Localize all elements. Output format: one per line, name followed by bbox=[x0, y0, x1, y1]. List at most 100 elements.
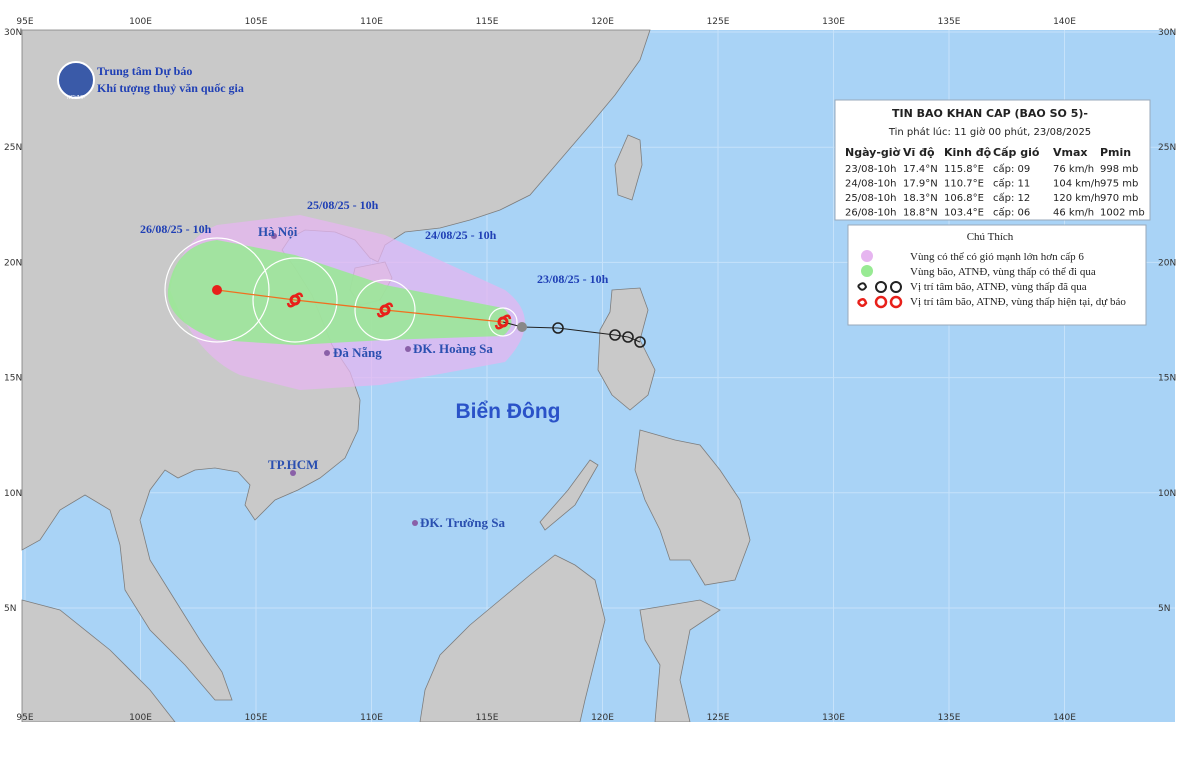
past-position bbox=[552, 322, 564, 334]
storm-path-area bbox=[167, 240, 512, 345]
table-cell: 18.3°N bbox=[903, 193, 938, 204]
storm-icon bbox=[494, 314, 512, 330]
org-line: Khí tượng thuỷ văn quốc gia bbox=[97, 81, 244, 95]
circle bbox=[252, 257, 338, 343]
table-cell: 104 km/h bbox=[1053, 179, 1101, 190]
legend-current-icons bbox=[856, 295, 903, 309]
taiwan bbox=[614, 134, 643, 201]
bulletin-box bbox=[834, 99, 1151, 221]
lon-label: 110E bbox=[360, 713, 383, 723]
forecast-label: 26/08/25 - 10h bbox=[140, 222, 212, 236]
lon-label: 110E bbox=[360, 17, 383, 27]
storm-icon bbox=[376, 302, 394, 318]
logo-text: NCHMF bbox=[67, 95, 85, 101]
dot bbox=[271, 233, 277, 239]
bulletin-title: TIN BAO KHAN CAP (BAO SO 5)- bbox=[892, 107, 1088, 120]
place-label: ĐK. Hoàng Sa bbox=[413, 341, 493, 356]
table-header: Pmin bbox=[1100, 146, 1131, 159]
table-cell: 24/08-10h bbox=[845, 179, 897, 190]
storm-icon bbox=[286, 292, 304, 308]
lat-label: 20N bbox=[1158, 258, 1176, 268]
past-position bbox=[517, 322, 527, 332]
table-cell: 998 mb bbox=[1100, 164, 1138, 175]
lon-label: 135E bbox=[938, 17, 961, 27]
legend-items: Vùng có thể có gió mạnh lớn hơn cấp 6 Vùn… bbox=[910, 251, 1126, 308]
table-cell: 975 mb bbox=[1100, 179, 1138, 190]
sulawesi bbox=[639, 599, 721, 723]
lon-label: 130E bbox=[822, 713, 845, 723]
place-dots bbox=[271, 233, 418, 526]
table-cell: 25/08-10h bbox=[845, 193, 897, 204]
lat-label: 30N bbox=[4, 28, 22, 38]
lat-label: 15N bbox=[4, 374, 22, 384]
lat-label: 10N bbox=[4, 489, 22, 499]
dot bbox=[405, 346, 411, 352]
table-cell: 18.8°N bbox=[903, 208, 938, 219]
lon-label: 100E bbox=[129, 17, 152, 27]
lat-label: 25N bbox=[4, 143, 22, 153]
palawan bbox=[539, 459, 599, 531]
table-cell: 17.4°N bbox=[903, 164, 938, 175]
table-cell: 120 km/h bbox=[1053, 193, 1101, 204]
lat-label: 30N bbox=[1158, 28, 1176, 38]
lon-label: 125E bbox=[707, 17, 730, 27]
past-position bbox=[622, 331, 634, 343]
table-cell: 17.9°N bbox=[903, 179, 938, 190]
sea-label: Biển Đông bbox=[456, 400, 561, 423]
circle bbox=[164, 237, 270, 343]
past-position bbox=[609, 329, 621, 341]
legend-swatch bbox=[861, 265, 873, 277]
table-header: Cấp gió bbox=[993, 146, 1040, 159]
lon-label: 95E bbox=[16, 17, 33, 27]
table-cell: cấp: 11 bbox=[993, 178, 1030, 190]
lon-label: 125E bbox=[707, 713, 730, 723]
circle bbox=[488, 307, 518, 337]
lon-label: 100E bbox=[129, 713, 152, 723]
lat-label: 5N bbox=[4, 604, 16, 614]
circle bbox=[354, 279, 416, 341]
lon-label: 105E bbox=[245, 713, 268, 723]
forecast-track bbox=[216, 289, 504, 323]
lon-label: 115E bbox=[476, 713, 499, 723]
lon-label: 135E bbox=[938, 713, 961, 723]
table-cell: cấp: 09 bbox=[993, 163, 1030, 175]
legend-item: Vị trí tâm bão, ATNĐ, vùng thấp đã qua bbox=[910, 281, 1087, 293]
bulletin-issued: Tin phát lúc: 11 giờ 00 phút, 23/08/2025 bbox=[888, 126, 1091, 138]
past-position bbox=[634, 336, 646, 348]
map-labels: Hà Nội Đà Nẵng ĐK. Hoàng Sa TP.HCM ĐK. Trườn… bbox=[140, 198, 609, 530]
bottom-margin bbox=[0, 722, 1200, 760]
past-positions bbox=[552, 322, 646, 348]
borneo bbox=[419, 554, 606, 723]
table-cell: cấp: 06 bbox=[993, 207, 1030, 219]
lat-label: 25N bbox=[1158, 143, 1176, 153]
table-cell: 1002 mb bbox=[1100, 208, 1145, 219]
storm-positions bbox=[212, 285, 512, 330]
legend-title: Chú Thích bbox=[967, 231, 1014, 243]
table-header: Kinh độ bbox=[944, 146, 992, 159]
uncertainty-circles bbox=[164, 237, 518, 343]
dot bbox=[290, 470, 296, 476]
forecast-label: 25/08/25 - 10h bbox=[307, 198, 379, 212]
forecast-label: 23/08/25 - 10h bbox=[537, 272, 609, 286]
table-cell: 76 km/h bbox=[1053, 164, 1094, 175]
lon-label: 105E bbox=[245, 17, 268, 27]
dot bbox=[324, 350, 330, 356]
table-cell: 46 km/h bbox=[1053, 208, 1094, 219]
lon-label: 95E bbox=[16, 713, 33, 723]
table-cell: 110.7°E bbox=[944, 179, 984, 190]
lon-label: 140E bbox=[1053, 713, 1076, 723]
place-label: TP.HCM bbox=[268, 457, 318, 472]
lat-label: 10N bbox=[1158, 489, 1176, 499]
lon-label: 120E bbox=[591, 713, 614, 723]
place-label: Hà Nội bbox=[258, 224, 298, 239]
lon-label: 120E bbox=[591, 17, 614, 27]
visayas-mindanao bbox=[634, 429, 751, 586]
lon-label: 115E bbox=[476, 17, 499, 27]
table-cell: 970 mb bbox=[1100, 193, 1138, 204]
low-position bbox=[212, 285, 222, 295]
place-label: ĐK. Trường Sa bbox=[420, 515, 505, 530]
table-cell: 23/08-10h bbox=[845, 164, 897, 175]
legend-item: Vị trí tâm bão, ATNĐ, vùng thấp hiện tại… bbox=[910, 296, 1126, 308]
legend-item: Vùng có thể có gió mạnh lớn hơn cấp 6 bbox=[910, 251, 1084, 263]
